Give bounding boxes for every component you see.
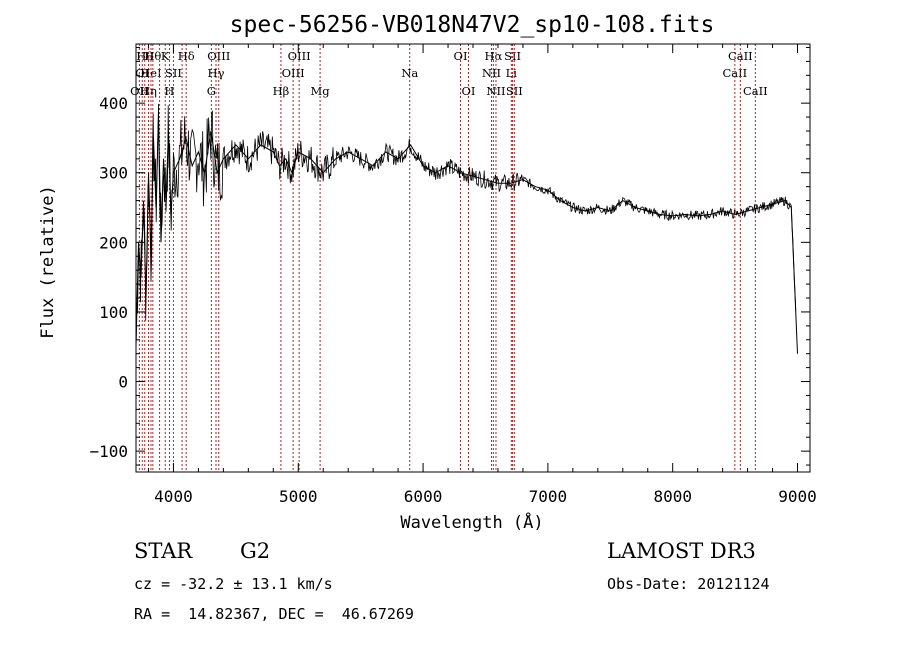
line-marker-label: OII [130, 84, 149, 98]
line-marker-label: OI [454, 49, 468, 63]
survey-name: LAMOST DR3 [607, 539, 756, 563]
y-tick-label: 300 [99, 164, 128, 183]
flux-noise-line [135, 103, 797, 348]
y-tick-label: 400 [99, 94, 128, 113]
line-marker-label: CaII [743, 84, 768, 98]
line-marker-label: Hα [484, 49, 502, 63]
y-tick-label: −100 [89, 442, 128, 461]
line-marker-label: OI [135, 66, 149, 80]
line-marker-label: Hδ [178, 49, 195, 63]
object-class: STAR [134, 539, 193, 563]
y-tick-label: 0 [118, 373, 128, 392]
line-marker-label: OIII [288, 49, 311, 63]
line-marker-label: OI [462, 84, 476, 98]
x-tick-label: 8000 [653, 487, 692, 506]
line-marker-label: CaII [728, 49, 753, 63]
x-tick-label: 5000 [279, 487, 318, 506]
observation-date: Obs-Date: 20121124 [607, 575, 770, 593]
line-marker-label: HeI [140, 66, 161, 80]
line-marker-label: SII [504, 49, 521, 63]
object-subclass: G2 [240, 539, 271, 563]
y-axis-label: Flux (relative) [38, 185, 58, 339]
line-marker-label: K [161, 49, 170, 63]
line-marker-label: Hγ [208, 66, 225, 80]
x-tick-label: 6000 [404, 487, 443, 506]
line-marker-label: Hθ [144, 49, 161, 63]
line-marker-label: SII [165, 66, 182, 80]
line-marker-label: Li [506, 66, 518, 80]
line-marker-label: Mg [311, 84, 331, 98]
x-axis-label: Wavelength (Å) [400, 511, 543, 533]
redshift-velocity: cz = -32.2 ± 13.1 km/s [134, 575, 333, 593]
chart-title: spec-56256-VB018N47V2_sp10-108.fits [230, 12, 715, 38]
line-marker-label: Hθ [136, 49, 153, 63]
line-marker-label: Hβ [273, 84, 290, 98]
line-marker-label: CaII [722, 66, 747, 80]
line-marker-label: Hη [140, 84, 157, 98]
flux-noise-overlay [135, 103, 797, 348]
line-marker-label: NII [482, 66, 501, 80]
line-marker-label: H [164, 84, 174, 98]
line-marker-label: OIII [282, 66, 305, 80]
line-marker-label: Na [401, 66, 418, 80]
line-marker-label: G [207, 84, 216, 98]
x-tick-label: 4000 [154, 487, 193, 506]
line-marker-label: OIII [207, 49, 230, 63]
line-marker-label: SII [506, 84, 523, 98]
ra-dec-coordinates: RA = 14.82367, DEC = 46.67269 [134, 605, 414, 623]
x-tick-label: 9000 [778, 487, 817, 506]
x-axis-ticks: 4000 5000 6000 7000 8000 9000 [147, 44, 817, 506]
x-tick-label: 7000 [529, 487, 568, 506]
y-axis-ticks: −100 0 100 200 300 400 [89, 46, 810, 466]
y-tick-label: 100 [99, 303, 128, 322]
plot-frame [135, 43, 811, 473]
y-tick-label: 200 [99, 233, 128, 252]
line-marker-label: NII [486, 84, 505, 98]
